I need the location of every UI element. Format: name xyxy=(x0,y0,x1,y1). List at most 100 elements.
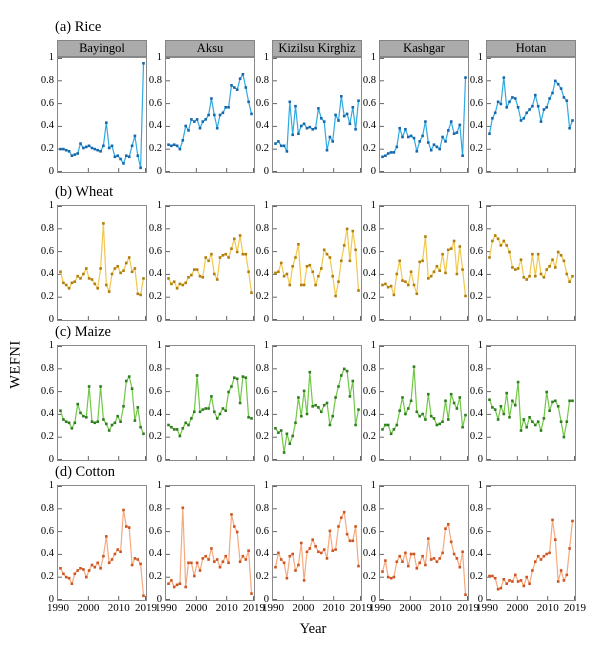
data-point-marker xyxy=(449,247,453,250)
data-point-marker xyxy=(548,97,551,100)
y-tick-label: 0.6 xyxy=(148,525,162,537)
data-point-marker xyxy=(548,551,551,555)
y-tick-label: 0.4 xyxy=(362,120,376,132)
data-point-marker xyxy=(449,120,453,123)
y-tick-label: 0.2 xyxy=(469,431,483,443)
y-tick-label: 0 xyxy=(477,166,483,177)
data-point-marker xyxy=(302,579,306,582)
data-point-marker xyxy=(432,557,436,560)
y-tick-label: 0.8 xyxy=(362,74,376,86)
data-point-marker xyxy=(201,276,205,279)
line-chart xyxy=(273,206,361,320)
y-tick-label: 0.4 xyxy=(362,268,376,280)
subplot-rice-kizilsu-kirghiz xyxy=(272,57,362,173)
y-tick-label: 1 xyxy=(156,200,162,211)
data-point-marker xyxy=(311,405,314,408)
data-point-marker xyxy=(562,435,566,439)
data-point-marker xyxy=(175,144,179,148)
data-point-marker xyxy=(79,277,82,280)
y-tick-label: 0.8 xyxy=(148,74,162,86)
data-point-marker xyxy=(415,292,419,296)
data-point-marker xyxy=(62,147,65,151)
data-point-marker xyxy=(545,268,548,271)
data-line xyxy=(381,366,467,436)
data-point-marker xyxy=(274,271,277,275)
data-point-marker xyxy=(167,423,170,427)
data-point-marker xyxy=(320,410,323,414)
data-point-marker xyxy=(282,451,286,454)
data-point-marker xyxy=(305,550,309,554)
y-tick-label: 0.8 xyxy=(40,362,54,374)
data-point-marker xyxy=(210,252,213,256)
data-point-marker xyxy=(64,575,68,579)
data-point-marker xyxy=(412,283,416,287)
data-point-marker xyxy=(562,259,566,263)
data-point-marker xyxy=(136,292,140,296)
data-point-marker xyxy=(314,283,317,287)
data-point-marker xyxy=(345,532,349,536)
data-point-marker xyxy=(461,268,464,271)
data-point-marker xyxy=(499,244,503,247)
data-point-marker xyxy=(90,146,94,150)
data-point-marker xyxy=(505,244,508,247)
data-point-marker xyxy=(195,374,199,377)
data-point-marker xyxy=(172,143,176,146)
x-axis-title: Year xyxy=(299,621,327,637)
data-point-marker xyxy=(432,417,436,420)
y-tick-label: 0 xyxy=(48,454,54,465)
data-point-marker xyxy=(204,256,207,259)
data-point-marker xyxy=(184,585,187,589)
data-point-marker xyxy=(67,287,71,290)
data-line xyxy=(60,63,145,168)
data-point-marker xyxy=(348,259,352,263)
data-point-marker xyxy=(528,582,531,585)
y-tick-label: 0.2 xyxy=(362,431,376,443)
data-point-marker xyxy=(499,586,503,590)
data-point-marker xyxy=(247,549,250,552)
data-point-marker xyxy=(305,412,309,416)
data-point-marker xyxy=(235,377,239,381)
line-chart xyxy=(273,58,361,172)
data-point-marker xyxy=(102,222,105,225)
data-point-marker xyxy=(511,580,514,583)
subplot-rice-kashgar xyxy=(379,57,469,173)
data-point-marker xyxy=(398,126,401,130)
data-point-marker xyxy=(328,256,332,259)
data-point-marker xyxy=(432,270,436,274)
subplot-rice-aksu xyxy=(165,57,255,173)
data-point-marker xyxy=(127,526,131,529)
y-tick-label: 0.8 xyxy=(148,502,162,514)
data-point-marker xyxy=(64,420,68,423)
y-tick-label: 0.2 xyxy=(40,143,54,155)
data-line xyxy=(59,223,145,296)
y-tick-label: 0 xyxy=(263,454,269,465)
data-point-marker xyxy=(514,268,517,271)
data-line xyxy=(488,77,574,134)
data-point-marker xyxy=(354,128,357,131)
data-point-marker xyxy=(514,403,517,407)
y-tick-label: 0 xyxy=(156,594,162,605)
data-point-marker xyxy=(302,389,306,393)
data-point-marker xyxy=(511,266,514,269)
data-point-marker xyxy=(432,143,436,146)
data-point-marker xyxy=(522,117,526,120)
data-point-marker xyxy=(136,406,140,409)
data-point-marker xyxy=(435,145,439,149)
data-point-marker xyxy=(122,508,125,512)
data-point-marker xyxy=(76,569,79,572)
data-point-marker xyxy=(516,267,520,270)
data-point-marker xyxy=(215,417,219,420)
subplot-wheat-hotan xyxy=(486,205,576,321)
data-point-marker xyxy=(458,396,462,399)
data-point-marker xyxy=(412,365,416,368)
y-tick-label: 0 xyxy=(370,594,376,605)
y-tick-label: 1 xyxy=(477,200,483,211)
data-point-marker xyxy=(70,281,74,285)
data-point-marker xyxy=(525,575,528,579)
data-point-marker xyxy=(542,554,546,558)
data-point-marker xyxy=(317,406,320,409)
data-point-marker xyxy=(488,256,491,259)
data-line xyxy=(59,509,145,596)
subplot-wheat-bayingol xyxy=(57,205,147,321)
data-point-marker xyxy=(190,417,193,420)
